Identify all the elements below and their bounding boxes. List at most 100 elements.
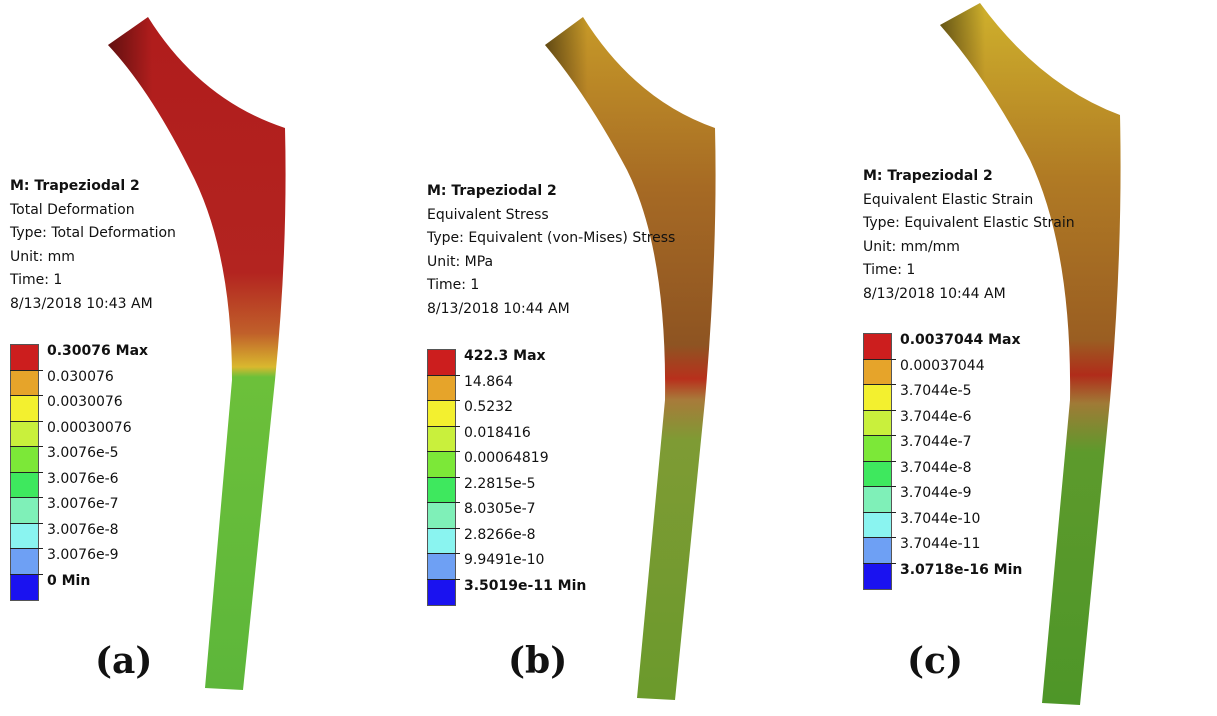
legend-tick	[863, 359, 896, 360]
legend-swatch	[864, 411, 891, 437]
legend-swatch	[11, 549, 38, 575]
result-type: Type: Equivalent (von-Mises) Stress	[427, 227, 675, 251]
legend-color-bar	[10, 344, 39, 601]
legend-swatch	[428, 478, 455, 504]
legend-label: 3.0076e-5	[47, 445, 119, 461]
legend-swatch	[864, 538, 891, 564]
legend-tick	[10, 472, 43, 473]
result-unit: Unit: mm	[10, 246, 176, 270]
legend-label: 0.00030076	[47, 420, 132, 436]
legend-swatch	[11, 498, 38, 524]
result-type: Type: Equivalent Elastic Strain	[863, 212, 1075, 236]
panel-total-deformation: M: Trapeziodal 2 Total Deformation Type:…	[0, 0, 405, 716]
legend-swatch	[428, 401, 455, 427]
legend-label: 3.7044e-5	[900, 383, 972, 399]
legend-swatch	[428, 503, 455, 529]
legend-tick	[863, 435, 896, 436]
legend-swatch	[864, 385, 891, 411]
legend-label: 3.0076e-8	[47, 522, 119, 538]
legend-tick	[10, 446, 43, 447]
panel-equivalent-stress: M: Trapeziodal 2 Equivalent Stress Type:…	[405, 0, 810, 716]
legend-max-label: 422.3 Max	[464, 348, 546, 364]
legend-tick	[427, 528, 460, 529]
legend-swatch	[864, 487, 891, 513]
legend-tick	[863, 486, 896, 487]
legend-tick	[427, 579, 460, 580]
legend-swatch	[864, 564, 891, 590]
result-unit: Unit: MPa	[427, 251, 675, 275]
legend-color-bar	[427, 349, 456, 606]
result-info: M: Trapeziodal 2 Equivalent Stress Type:…	[427, 180, 675, 321]
panel-caption: (a)	[95, 640, 152, 682]
legend-tick	[427, 502, 460, 503]
legend-swatch	[428, 376, 455, 402]
legend-swatch	[11, 422, 38, 448]
legend-swatch	[428, 452, 455, 478]
legend-label: 0.018416	[464, 425, 531, 441]
legend-label: 2.8266e-8	[464, 527, 536, 543]
legend-color-bar	[863, 333, 892, 590]
legend-swatch	[428, 554, 455, 580]
legend-swatch	[11, 447, 38, 473]
legend-tick	[427, 451, 460, 452]
legend-min-label: 0 Min	[47, 573, 90, 589]
model-title: M: Trapeziodal 2	[10, 175, 176, 199]
legend-label: 0.0030076	[47, 394, 123, 410]
legend-swatch	[428, 350, 455, 376]
legend-label: 0.00037044	[900, 358, 985, 374]
panel-caption: (b)	[508, 640, 567, 682]
legend-swatch	[428, 427, 455, 453]
legend-tick	[427, 553, 460, 554]
legend-swatch	[864, 436, 891, 462]
legend-tick	[427, 426, 460, 427]
legend-tick	[10, 574, 43, 575]
legend-tick	[10, 421, 43, 422]
result-name: Total Deformation	[10, 199, 176, 223]
result-time: Time: 1	[10, 269, 176, 293]
legend-tick	[10, 370, 43, 371]
legend-swatch	[11, 396, 38, 422]
legend-tick	[863, 461, 896, 462]
legend-tick	[427, 477, 460, 478]
legend-label: 3.0076e-6	[47, 471, 119, 487]
legend-label: 8.0305e-7	[464, 501, 536, 517]
legend-label: 3.7044e-9	[900, 485, 972, 501]
panel-caption: (c)	[907, 640, 963, 682]
legend-tick	[863, 384, 896, 385]
legend-label: 9.9491e-10	[464, 552, 544, 568]
legend-label: 0.5232	[464, 399, 513, 415]
legend-min-label: 3.5019e-11 Min	[464, 578, 586, 594]
result-timestamp: 8/13/2018 10:44 AM	[863, 283, 1075, 307]
legend-swatch	[428, 580, 455, 606]
legend-swatch	[11, 524, 38, 550]
legend-swatch	[11, 371, 38, 397]
legend-swatch	[11, 473, 38, 499]
legend-tick	[427, 400, 460, 401]
legend-swatch	[864, 334, 891, 360]
result-name: Equivalent Stress	[427, 204, 675, 228]
legend-swatch	[864, 462, 891, 488]
legend-tick	[863, 563, 896, 564]
result-time: Time: 1	[863, 259, 1075, 283]
legend-tick	[10, 395, 43, 396]
legend-label: 3.7044e-6	[900, 409, 972, 425]
model-title: M: Trapeziodal 2	[427, 180, 675, 204]
legend-label: 14.864	[464, 374, 513, 390]
legend-tick	[863, 537, 896, 538]
legend-label: 3.7044e-10	[900, 511, 980, 527]
legend-tick	[863, 512, 896, 513]
legend-label: 3.0076e-7	[47, 496, 119, 512]
legend-swatch	[864, 513, 891, 539]
legend-label: 0.00064819	[464, 450, 549, 466]
result-timestamp: 8/13/2018 10:44 AM	[427, 298, 675, 322]
legend-label: 3.7044e-8	[900, 460, 972, 476]
legend-swatch	[864, 360, 891, 386]
legend-swatch	[11, 575, 38, 601]
legend-max-label: 0.0037044 Max	[900, 332, 1021, 348]
legend-swatch	[428, 529, 455, 555]
result-timestamp: 8/13/2018 10:43 AM	[10, 293, 176, 317]
legend-tick	[427, 375, 460, 376]
result-info: M: Trapeziodal 2 Equivalent Elastic Stra…	[863, 165, 1075, 306]
result-type: Type: Total Deformation	[10, 222, 176, 246]
legend-tick	[10, 523, 43, 524]
